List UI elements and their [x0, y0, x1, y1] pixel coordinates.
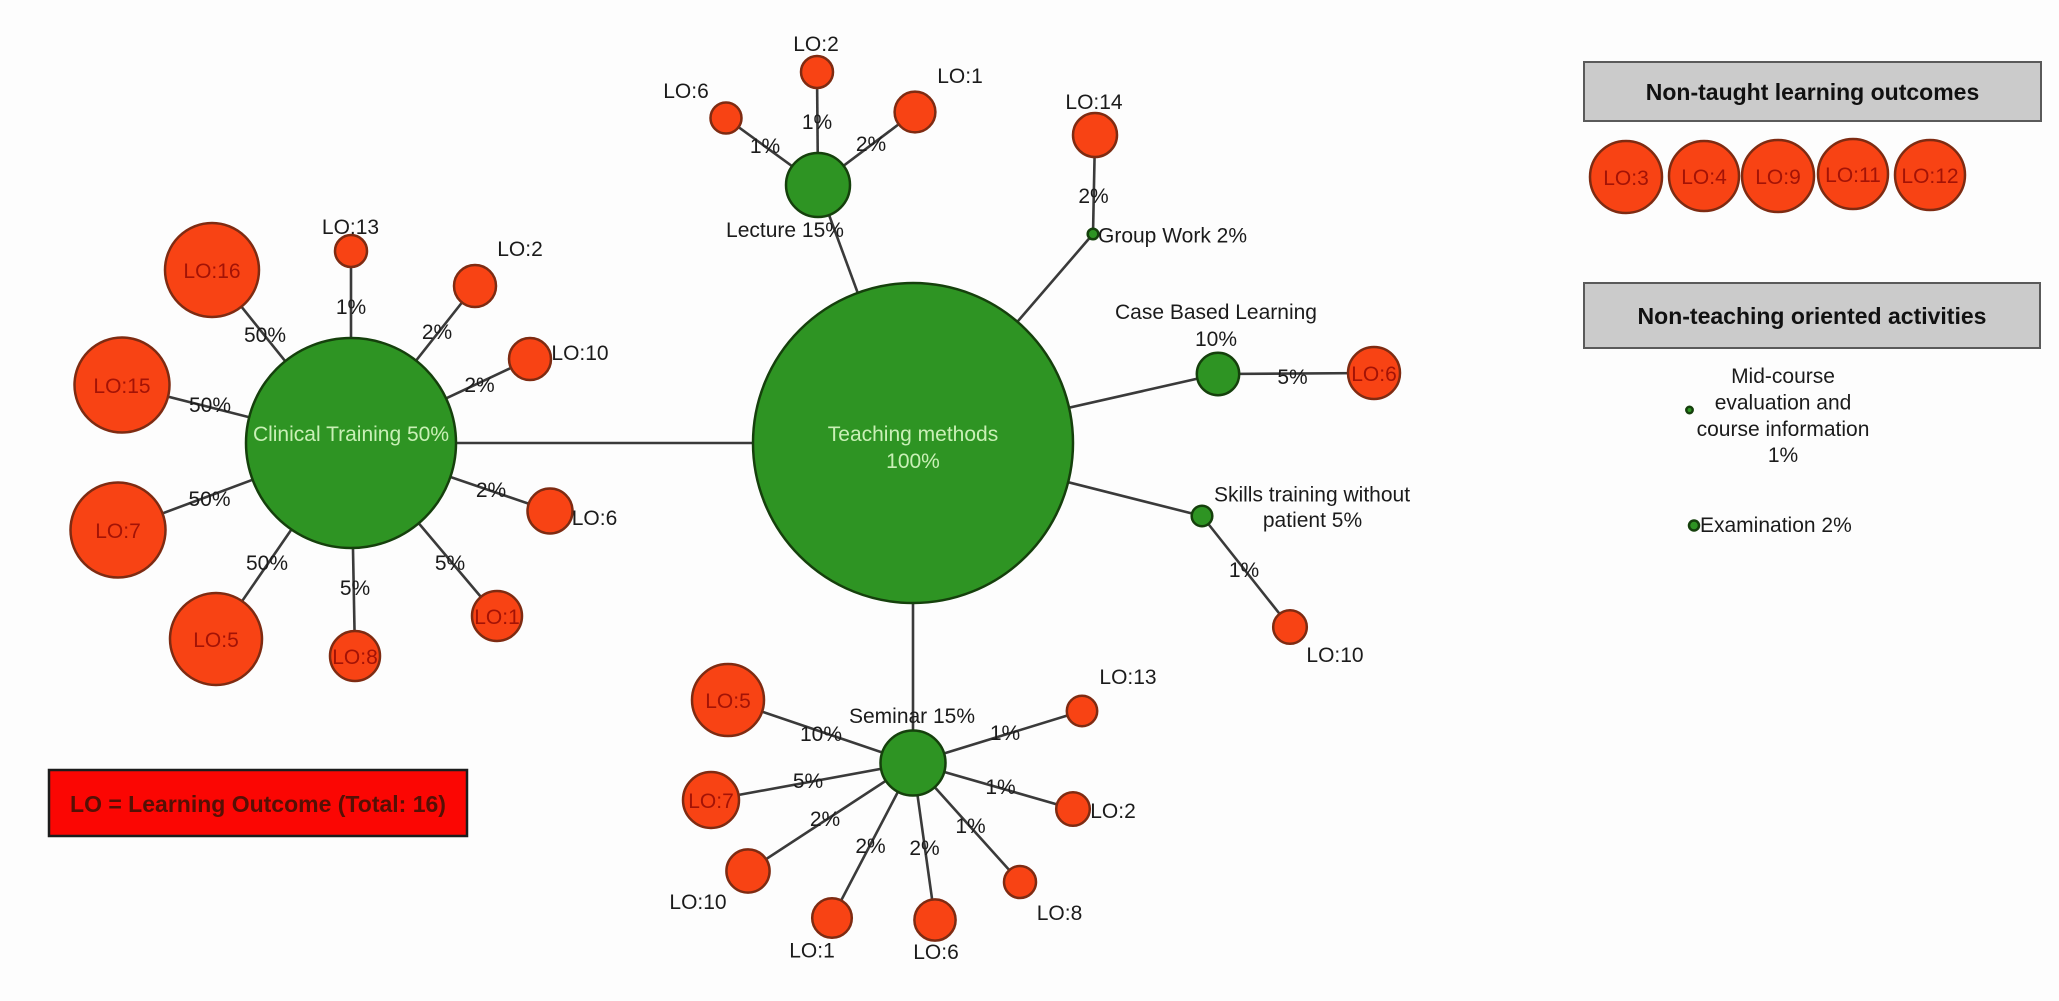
svg-text:5%: 5%: [793, 770, 823, 793]
svg-text:Seminar 15%: Seminar 15%: [849, 705, 975, 728]
svg-text:LO:6: LO:6: [572, 507, 618, 530]
svg-text:Case Based Learning: Case Based Learning: [1115, 301, 1317, 324]
svg-text:LO:9: LO:9: [1755, 166, 1801, 189]
svg-text:LO:6: LO:6: [1351, 363, 1397, 386]
svg-text:LO:16: LO:16: [183, 260, 240, 283]
svg-text:50%: 50%: [246, 552, 288, 575]
svg-text:1%: 1%: [990, 722, 1020, 745]
svg-text:Non-taught learning outcomes: Non-taught learning outcomes: [1646, 79, 1980, 105]
svg-text:LO:14: LO:14: [1065, 91, 1123, 114]
svg-text:2%: 2%: [1078, 185, 1108, 208]
svg-text:LO:12: LO:12: [1901, 165, 1958, 188]
svg-text:Teaching methods: Teaching methods: [828, 423, 998, 446]
svg-text:50%: 50%: [244, 324, 286, 347]
svg-text:LO:6: LO:6: [913, 941, 959, 964]
svg-text:LO:1: LO:1: [474, 606, 520, 629]
svg-text:2%: 2%: [476, 479, 506, 502]
svg-text:LO:11: LO:11: [1825, 164, 1881, 187]
svg-text:2%: 2%: [856, 133, 886, 156]
svg-text:LO:2: LO:2: [1090, 800, 1136, 823]
svg-text:2%: 2%: [422, 321, 452, 344]
svg-text:2%: 2%: [855, 835, 885, 858]
svg-text:1%: 1%: [802, 111, 832, 134]
svg-text:Examination 2%: Examination 2%: [1700, 514, 1852, 537]
svg-text:10%: 10%: [1195, 328, 1237, 351]
svg-text:LO:5: LO:5: [705, 690, 751, 713]
svg-text:1%: 1%: [985, 776, 1015, 799]
svg-text:LO:3: LO:3: [1603, 167, 1649, 190]
svg-text:LO:6: LO:6: [663, 80, 709, 103]
svg-text:LO:1: LO:1: [937, 65, 983, 88]
svg-text:Mid-course: Mid-course: [1731, 365, 1835, 388]
svg-text:50%: 50%: [188, 488, 230, 511]
svg-text:2%: 2%: [909, 837, 939, 860]
svg-text:1%: 1%: [955, 815, 985, 838]
svg-text:LO:7: LO:7: [688, 790, 734, 813]
svg-text:LO:13: LO:13: [1099, 666, 1156, 689]
svg-text:Group Work 2%: Group Work 2%: [1098, 225, 1247, 248]
svg-text:LO:8: LO:8: [1037, 902, 1083, 925]
svg-text:LO = Learning Outcome (Total:: LO = Learning Outcome (Total: 16): [70, 791, 446, 817]
svg-text:1%: 1%: [1229, 559, 1259, 582]
svg-text:5%: 5%: [1277, 366, 1307, 389]
svg-text:5%: 5%: [340, 577, 370, 600]
svg-text:100%: 100%: [886, 450, 940, 473]
svg-text:5%: 5%: [435, 552, 465, 575]
svg-text:LO:5: LO:5: [193, 629, 239, 652]
svg-text:1%: 1%: [750, 135, 780, 158]
svg-text:LO:10: LO:10: [669, 891, 726, 914]
svg-text:Skills training without: Skills training without: [1214, 484, 1410, 507]
svg-text:LO:13: LO:13: [322, 216, 379, 239]
svg-text:2%: 2%: [464, 374, 494, 397]
svg-text:course information: course information: [1697, 418, 1870, 441]
svg-text:1%: 1%: [336, 296, 366, 319]
svg-text:Lecture 15%: Lecture 15%: [726, 219, 844, 242]
svg-text:LO:2: LO:2: [497, 238, 543, 261]
svg-text:Clinical Training 50%: Clinical Training 50%: [253, 423, 449, 446]
svg-text:LO:8: LO:8: [332, 646, 378, 669]
svg-text:LO:10: LO:10: [551, 342, 608, 365]
svg-text:LO:7: LO:7: [95, 520, 141, 543]
svg-text:LO:10: LO:10: [1306, 644, 1363, 667]
svg-text:10%: 10%: [800, 723, 842, 746]
svg-text:LO:4: LO:4: [1681, 166, 1727, 189]
svg-text:LO:15: LO:15: [93, 375, 150, 398]
svg-text:LO:2: LO:2: [793, 33, 839, 56]
svg-text:2%: 2%: [810, 808, 840, 831]
svg-text:evaluation and: evaluation and: [1715, 392, 1852, 415]
svg-text:1%: 1%: [1768, 444, 1798, 467]
svg-text:patient 5%: patient 5%: [1263, 509, 1362, 532]
svg-text:50%: 50%: [189, 394, 231, 417]
svg-text:LO:1: LO:1: [789, 940, 835, 963]
svg-text:Non-teaching oriented activiti: Non-teaching oriented activities: [1638, 303, 1987, 329]
